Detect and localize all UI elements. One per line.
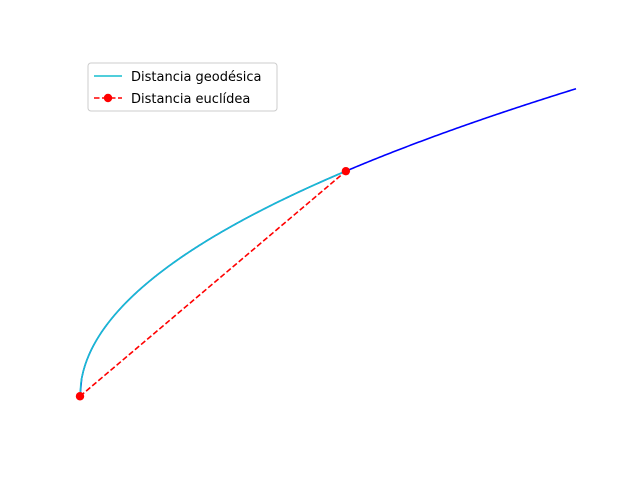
euclidean-point	[75, 392, 85, 401]
legend-geodesic-label: Distancia geodésica	[131, 70, 262, 85]
marker-layer	[75, 166, 351, 401]
series-layer	[79, 87, 577, 397]
euclidean-line	[79, 170, 347, 397]
euclidean-point	[341, 166, 351, 176]
legend-euclidean-marker	[103, 93, 113, 103]
manifold-curve-line	[79, 87, 577, 397]
legend-frame	[87, 62, 278, 112]
legend: Distancia geodésica Distancia euclídea	[87, 62, 278, 112]
legend-euclidean-label: Distancia euclídea	[131, 92, 250, 107]
geodesic-line	[79, 170, 347, 397]
